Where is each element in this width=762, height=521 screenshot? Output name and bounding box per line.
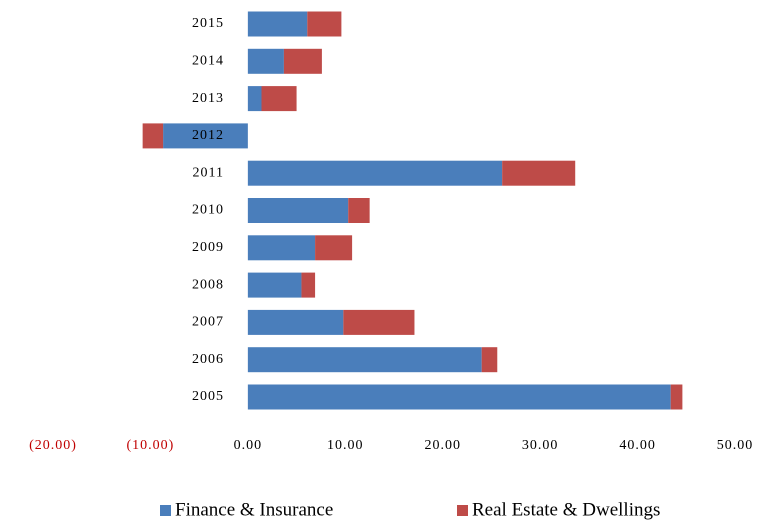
bar-segment: [247, 309, 344, 335]
bar-segment: [247, 48, 284, 74]
bar-segment: [142, 123, 164, 149]
y-tick-label: 2014: [192, 54, 224, 69]
bar-segment: [247, 11, 308, 37]
bar-segment: [163, 123, 248, 149]
y-tick-label: 2010: [192, 203, 224, 218]
legend-swatch: [160, 505, 171, 516]
bar-segment: [247, 235, 316, 261]
bar-segment: [247, 347, 482, 373]
y-tick-label: 2015: [192, 16, 224, 31]
legend-swatch: [457, 505, 468, 516]
bar-segment: [348, 198, 370, 223]
y-tick-label: 2009: [192, 240, 224, 255]
y-tick-label: 2013: [192, 91, 224, 106]
bar-segment: [307, 11, 342, 37]
bar-segment: [247, 160, 503, 186]
x-tick-label: 40.00: [619, 438, 656, 453]
bar-segment: [247, 86, 262, 112]
y-tick-label: 2006: [192, 352, 224, 367]
bar-segment: [261, 86, 297, 112]
bar-segment: [481, 347, 498, 373]
x-tick-label: (20.00): [29, 438, 77, 453]
legend-label: Real Estate & Dwellings: [472, 499, 660, 520]
legend-label: Finance & Insurance: [175, 499, 333, 520]
bar-segment: [301, 272, 316, 298]
y-tick-label: 2011: [193, 165, 224, 180]
x-tick-label: 10.00: [327, 438, 364, 453]
bar-segment: [343, 309, 415, 335]
bar-segment: [247, 384, 671, 410]
bar-segment: [670, 384, 683, 410]
bar-segment: [247, 198, 349, 223]
y-tick-label: 2008: [192, 277, 224, 292]
x-tick-label: 0.00: [234, 438, 263, 453]
x-tick-label: 20.00: [424, 438, 461, 453]
bar-segment: [502, 160, 576, 186]
y-tick-label: 2012: [192, 128, 224, 143]
y-tick-label: 2005: [192, 389, 224, 404]
x-tick-label: (10.00): [127, 438, 175, 453]
bar-segment: [283, 48, 322, 74]
x-tick-label: 30.00: [522, 438, 559, 453]
bar-segment: [315, 235, 353, 261]
y-tick-label: 2007: [192, 315, 224, 330]
x-tick-label: 50.00: [717, 438, 754, 453]
bar-segment: [247, 272, 302, 298]
